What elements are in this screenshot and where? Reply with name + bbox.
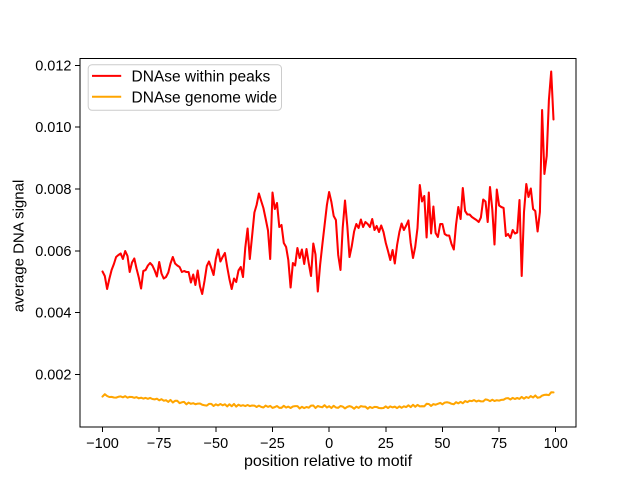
svg-text:average DNA signal: average DNA signal [11, 180, 28, 313]
svg-text:0: 0 [325, 436, 333, 452]
svg-text:−50: −50 [204, 436, 229, 452]
svg-text:0.004: 0.004 [35, 306, 71, 322]
svg-text:position relative to motif: position relative to motif [244, 453, 413, 470]
svg-text:DNAse within peaks: DNAse within peaks [132, 69, 271, 86]
svg-text:−25: −25 [260, 436, 285, 452]
svg-text:25: 25 [378, 436, 394, 452]
svg-text:100: 100 [544, 436, 568, 452]
svg-text:DNAse genome wide: DNAse genome wide [132, 89, 278, 106]
svg-text:0.002: 0.002 [35, 367, 71, 383]
svg-text:0.006: 0.006 [35, 244, 71, 260]
svg-text:0.012: 0.012 [35, 58, 71, 74]
svg-text:−75: −75 [147, 436, 172, 452]
svg-text:0.008: 0.008 [35, 182, 71, 198]
svg-text:0.010: 0.010 [35, 120, 71, 136]
svg-text:75: 75 [491, 436, 507, 452]
svg-text:−100: −100 [86, 436, 119, 452]
svg-text:50: 50 [434, 436, 450, 452]
